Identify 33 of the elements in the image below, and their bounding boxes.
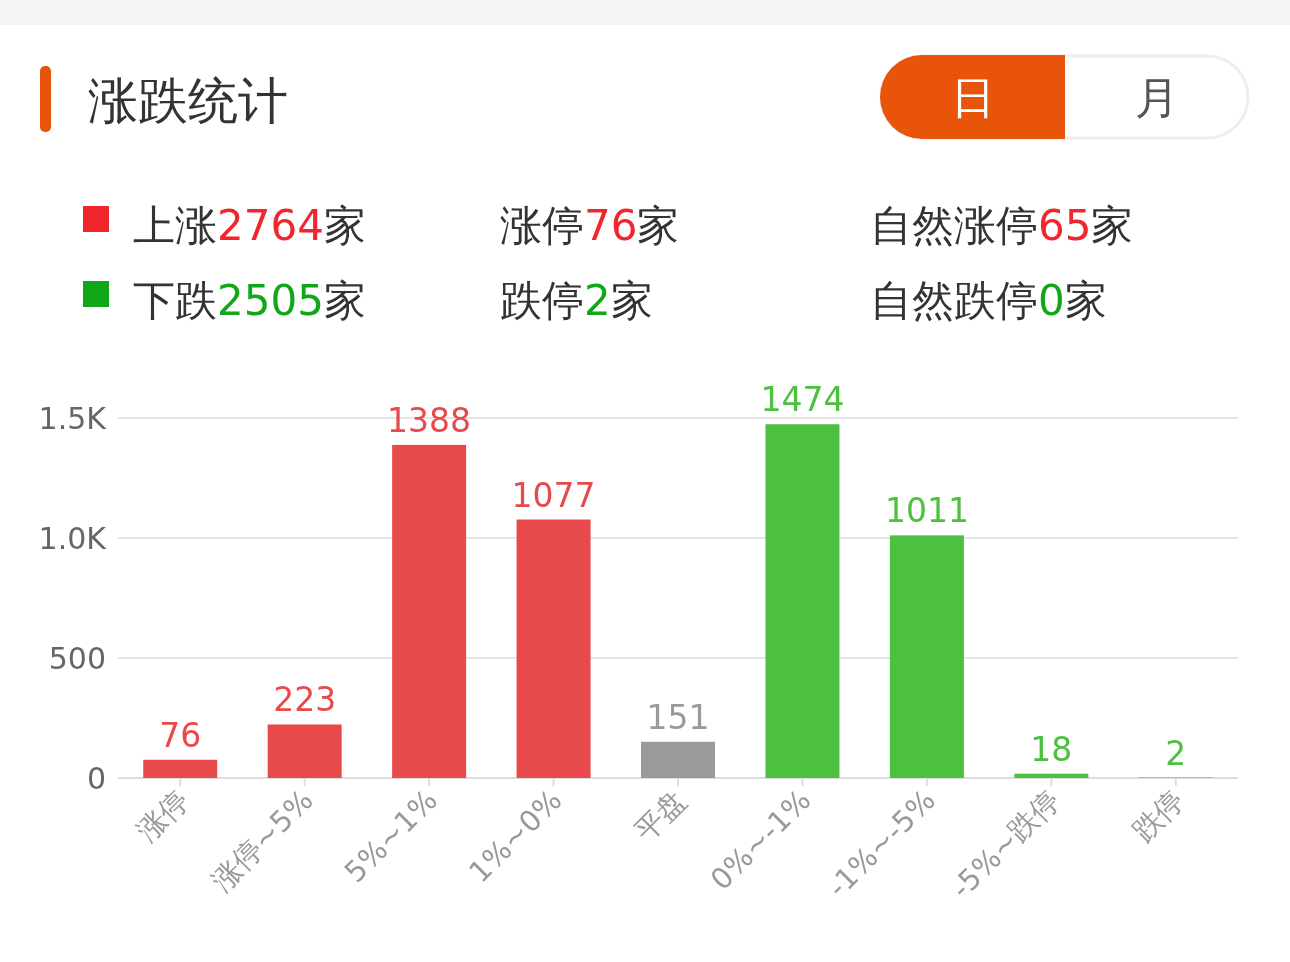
chart-title: 涨跌统计: [88, 72, 288, 130]
x-tick-label: 跌停: [1125, 782, 1191, 848]
data-label: 18: [1030, 729, 1073, 769]
text: 自然跌停0家: [870, 276, 1107, 325]
bar: [889, 535, 964, 778]
y-tick-label: 500: [48, 641, 106, 676]
text: 月: [1135, 72, 1179, 123]
data-label: 1011: [884, 491, 969, 531]
bar: [641, 741, 715, 778]
x-tick-label: 平盘: [627, 782, 693, 848]
data-label: 76: [159, 715, 202, 755]
bar: [143, 759, 218, 778]
bar: [516, 519, 591, 778]
text: 涨停76家: [500, 201, 680, 250]
bar: [1014, 773, 1089, 778]
y-tick-label: 0: [86, 761, 106, 796]
text: 跌停2家: [500, 276, 653, 325]
text: 自然涨停65家: [870, 201, 1134, 250]
data-label: 223: [273, 680, 337, 720]
data-label: 1077: [511, 475, 596, 515]
y-tick-label: 1.5K: [38, 401, 108, 436]
data-label: 1388: [387, 400, 472, 440]
y-tick-label: 1.0K: [38, 521, 108, 556]
bar: [267, 724, 342, 778]
data-label: 1474: [760, 380, 845, 420]
text: 上涨2764家: [133, 201, 366, 250]
data-label: 2: [1165, 733, 1187, 773]
text: 下跌2505家: [133, 276, 366, 325]
text: 日: [951, 72, 995, 123]
bar: [392, 444, 467, 778]
x-tick-label: 涨停: [130, 782, 196, 848]
data-label: 151: [646, 697, 710, 737]
bar: [765, 424, 840, 778]
